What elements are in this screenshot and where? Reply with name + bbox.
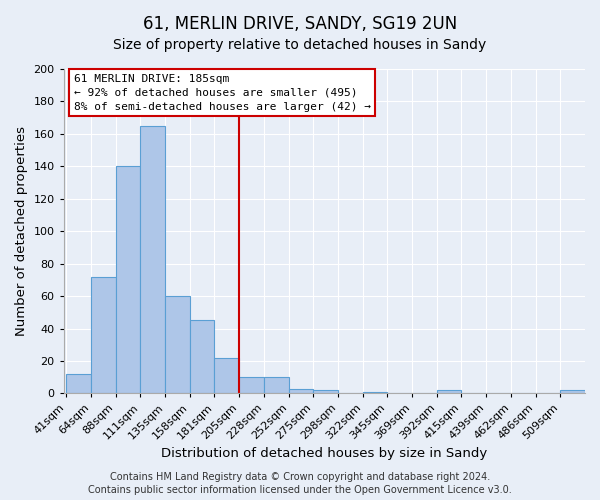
Bar [289, 388, 313, 394]
Bar [239, 377, 264, 394]
Bar [362, 392, 388, 394]
Bar [66, 374, 91, 394]
Bar [165, 296, 190, 394]
Bar [560, 390, 585, 394]
X-axis label: Distribution of detached houses by size in Sandy: Distribution of detached houses by size … [161, 447, 487, 460]
Text: Size of property relative to detached houses in Sandy: Size of property relative to detached ho… [113, 38, 487, 52]
Bar [91, 276, 116, 394]
Bar [437, 390, 461, 394]
Text: 61, MERLIN DRIVE, SANDY, SG19 2UN: 61, MERLIN DRIVE, SANDY, SG19 2UN [143, 15, 457, 33]
Text: Contains HM Land Registry data © Crown copyright and database right 2024.
Contai: Contains HM Land Registry data © Crown c… [88, 472, 512, 495]
Bar [264, 377, 289, 394]
Bar [190, 320, 214, 394]
Y-axis label: Number of detached properties: Number of detached properties [15, 126, 28, 336]
Text: 61 MERLIN DRIVE: 185sqm
← 92% of detached houses are smaller (495)
8% of semi-de: 61 MERLIN DRIVE: 185sqm ← 92% of detache… [74, 74, 371, 112]
Bar [214, 358, 239, 394]
Bar [116, 166, 140, 394]
Bar [313, 390, 338, 394]
Bar [140, 126, 165, 394]
